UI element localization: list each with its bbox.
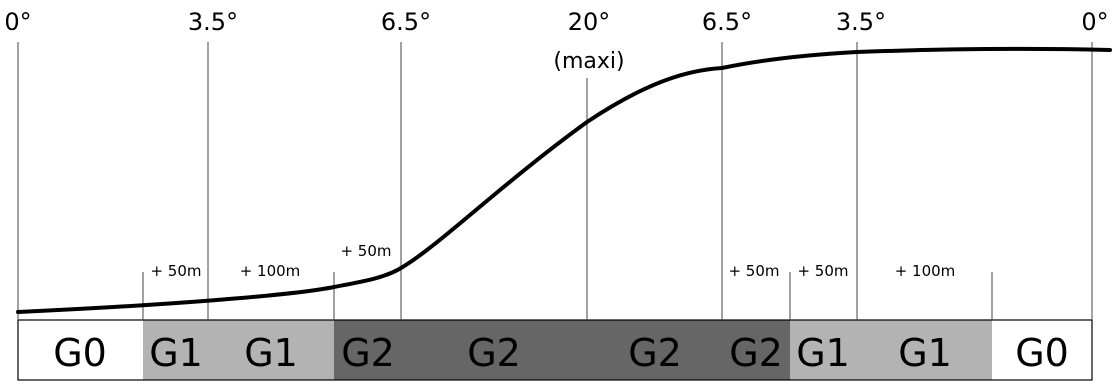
angle-label: 0° bbox=[4, 8, 31, 36]
angle-label: 20° bbox=[568, 8, 611, 36]
grade-label: G2 bbox=[467, 331, 521, 375]
distance-label: + 100m bbox=[895, 262, 956, 280]
band-g2-c bbox=[587, 320, 722, 380]
band-g1-b bbox=[208, 320, 334, 380]
band-g1-d bbox=[857, 320, 992, 380]
angle-label: 0° bbox=[1081, 8, 1108, 36]
grade-label: G2 bbox=[628, 331, 682, 375]
band-g1-c bbox=[790, 320, 857, 380]
grade-label: G2 bbox=[341, 331, 395, 375]
distance-label: + 50m bbox=[340, 242, 391, 260]
grade-label: G1 bbox=[898, 331, 952, 375]
band-outline bbox=[17, 319, 1093, 381]
slope-profile-curve bbox=[16, 46, 1112, 314]
grade-label: G1 bbox=[149, 331, 203, 375]
grade-label: G1 bbox=[796, 331, 850, 375]
band-g1-a bbox=[143, 320, 208, 380]
band-g2-d bbox=[722, 320, 790, 380]
angle-label: 3.5° bbox=[836, 8, 886, 36]
distance-label: + 100m bbox=[240, 262, 301, 280]
angle-label: 6.5° bbox=[381, 8, 431, 36]
distance-label: + 50m bbox=[728, 262, 779, 280]
grade-label: G0 bbox=[53, 331, 107, 375]
max-angle-note: (maxi) bbox=[553, 49, 624, 74]
grade-label: G0 bbox=[1015, 331, 1069, 375]
band-g2-b bbox=[401, 320, 587, 380]
band-g2-a bbox=[334, 320, 401, 380]
grade-label: G2 bbox=[729, 331, 783, 375]
grade-label: G1 bbox=[244, 331, 298, 375]
angle-label: 3.5° bbox=[188, 8, 238, 36]
band-g0-right bbox=[992, 320, 1092, 380]
distance-label: + 50m bbox=[797, 262, 848, 280]
band-g0-left bbox=[18, 320, 143, 380]
distance-label: + 50m bbox=[150, 262, 201, 280]
angle-label: 6.5° bbox=[702, 8, 752, 36]
